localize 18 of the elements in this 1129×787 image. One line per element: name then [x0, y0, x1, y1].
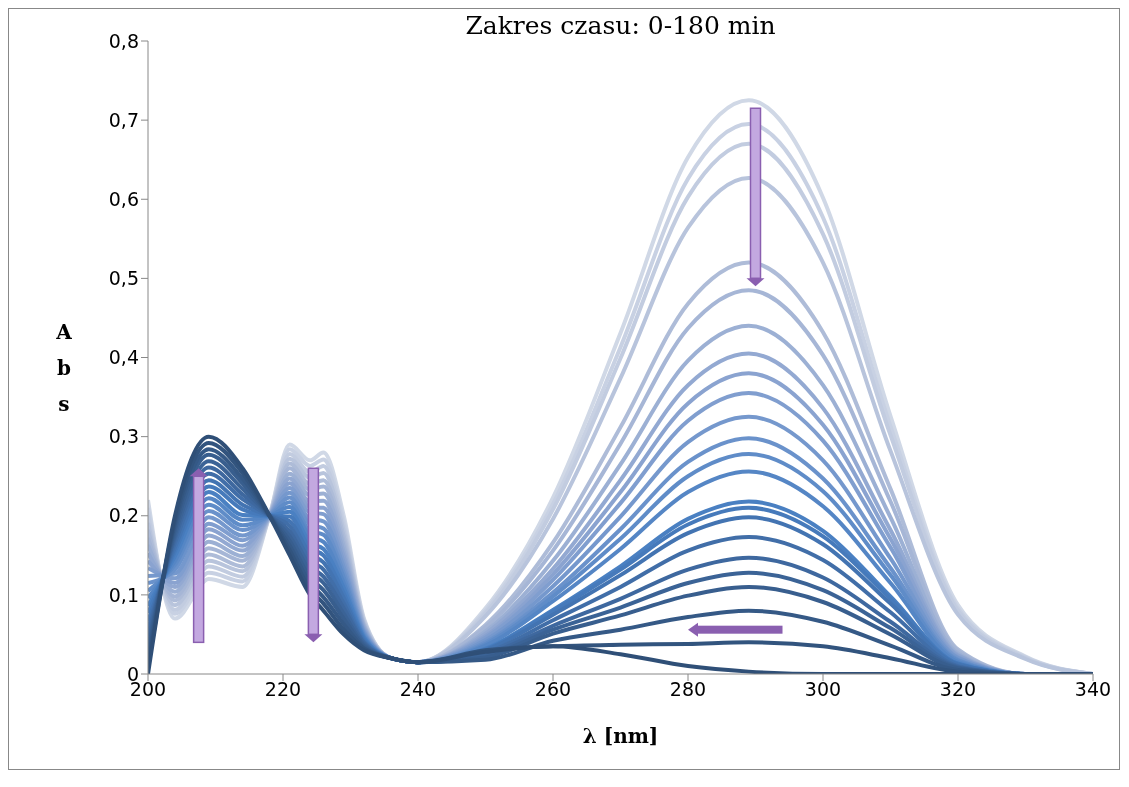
x-tick-label: 260 [534, 678, 572, 701]
y-tick-label: 0,1 [108, 583, 139, 606]
y-tick-label: 0,6 [108, 187, 139, 210]
x-axis-title: λ [nm] [581, 724, 660, 748]
y-tick-label: 0,3 [108, 425, 139, 448]
y-tick-label: 0,7 [108, 108, 139, 131]
x-tick-label: 240 [399, 678, 437, 701]
x-tick-label: 320 [939, 678, 977, 701]
y-tick-label: 0,8 [108, 29, 139, 52]
x-tick-label: 340 [1074, 678, 1112, 701]
chart-title: Zakres czasu: 0-180 min [464, 11, 777, 40]
x-tick-label: 280 [669, 678, 707, 701]
y-axis-title: Abs [55, 319, 73, 418]
y-tick-label: 0,5 [108, 267, 139, 290]
x-tick-label: 220 [264, 678, 302, 701]
y-tick-label: 0,4 [108, 346, 139, 369]
x-tick-label: 300 [804, 678, 842, 701]
y-tick-label: 0,2 [108, 504, 139, 527]
